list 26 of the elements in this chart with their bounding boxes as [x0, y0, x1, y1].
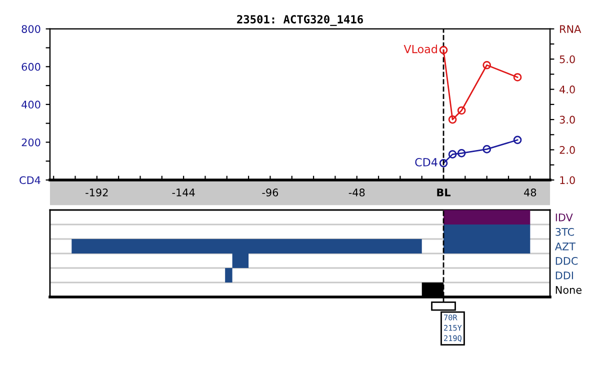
y-tick-label: None — [556, 286, 582, 294]
y-tick-label: DDC — [556, 256, 578, 265]
y2-tick-label: 2.0 — [560, 146, 575, 154]
y2-tick-label: 4.0 — [560, 86, 575, 94]
y-tick-label: 400 — [22, 100, 40, 109]
y2-tick-label: 3.0 — [560, 116, 575, 124]
y-tick-label: 600 — [22, 62, 40, 71]
y-tick-label: DDI — [556, 272, 573, 280]
y-tick-label: 800 — [22, 25, 40, 33]
y-tick-label: 200 — [22, 138, 40, 146]
y-tick-label: CD4 — [20, 176, 40, 184]
x-tick-label: -96 — [262, 188, 278, 196]
x-tick-label: -48 — [348, 188, 365, 196]
y2-tick-label: RNA — [560, 25, 582, 33]
y2-tick-label: 5.0 — [560, 55, 575, 64]
x-tick-label: -144 — [172, 188, 195, 196]
x-tick-label: 48 — [524, 188, 536, 196]
y2-tick-label: 1.0 — [560, 176, 575, 184]
y-tick-label: AZT — [554, 242, 576, 250]
y-tick-label: IDV — [556, 214, 573, 222]
x-tick-label: BL — [437, 188, 451, 196]
series-label: VLoad — [404, 44, 437, 54]
series-label: CD4 — [415, 158, 438, 166]
chart-title: 23501: ACTG320_1416 — [237, 15, 363, 26]
x-tick-label: -192 — [86, 188, 108, 196]
y-tick-label: 3TC — [556, 228, 574, 236]
